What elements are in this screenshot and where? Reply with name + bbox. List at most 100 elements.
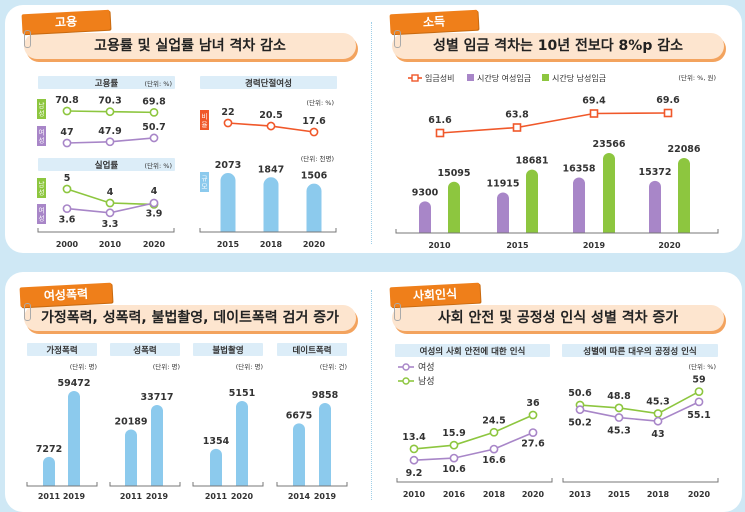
safety-male-value-label: 24.5 [482,415,505,426]
legend-female-wage: 시간당 여성임금 [477,73,531,83]
x-tick-label: 2013 [569,490,591,499]
career-break-ratio-point [266,121,276,131]
safety-female-value-label: 27.6 [521,439,545,450]
wage-ratio-line [439,112,669,134]
safety-male-value-label: 15.9 [442,428,465,439]
violence-chart-header: 데이트폭력 [292,345,331,356]
fairness-female-point [694,397,704,407]
career-break-bar [263,177,279,232]
label-male-box [37,178,46,198]
female-wage-bar [649,180,661,233]
x-axis [109,482,181,487]
employment-male-value-label: 70.3 [98,96,121,107]
x-tick-label: 2019 [146,492,169,501]
male-wage-bar [678,158,690,233]
violence-bar [210,448,222,486]
fairness-male-point [653,409,663,418]
employment-male-point [149,107,159,117]
clip-icon [24,303,31,321]
violence-bar [151,405,163,486]
unemployment-rate-header-bg [38,158,175,171]
x-axis [37,228,175,233]
fairness-female-line [579,401,700,423]
unemployment-female-value-label: 4 [151,186,158,197]
clip-icon [394,303,401,321]
fairness-female-value-label: 50.2 [568,418,591,429]
safety-male-value-label: 36 [526,398,540,409]
label-size-box [200,172,209,192]
unemployment-male-value-label: 4 [107,187,114,198]
unit-label: (단위: 천명) [301,154,334,163]
fairness-female-value-label: 55.1 [687,410,710,421]
safety-female-point [449,453,459,463]
safety-perception-header: 여성의 사회 안전에 대한 인식 [420,346,526,357]
bar-value-label: 15095 [437,168,470,179]
violence-chart-header-bg [277,343,347,356]
unit-label: (단위: 건) [320,362,347,371]
career-break-ratio-point [309,127,319,137]
x-tick-label: 2019 [63,492,86,501]
employment-female-value-label: 47.9 [98,126,121,137]
x-tick-label: 2015 [608,490,631,499]
x-tick-label: 2011 [205,492,228,501]
employment-rate-header: 고용률 [95,78,119,89]
fairness-male-value-label: 45.3 [646,397,669,408]
unit-label: (단위: %, 원) [678,73,716,82]
fairness-male-value-label: 50.6 [568,388,592,399]
x-tick-label: 2015 [217,240,240,249]
legend-male-swatch [542,74,549,81]
career-break-ratio-point [223,118,233,128]
divider [371,290,372,500]
unemployment-male-point [62,184,72,194]
violence-chart-header-bg [27,343,97,356]
x-tick-label: 2011 [38,492,61,501]
employment-rate-header-bg [38,76,175,89]
fairness-female-point [614,413,624,422]
legend-female-swatch [467,74,474,81]
violence-bar [319,403,331,486]
legend-ratio: 임금성비 [425,74,454,83]
violence-chart-header-bg [193,343,263,356]
bar-value-label: 59472 [57,378,90,389]
violence-bar [293,423,305,486]
fairness-male-value-label: 59 [692,375,705,386]
x-tick-label: 2020 [143,240,166,249]
legend-female-marker [402,363,410,371]
unemployment-female-value-label: 3.6 [59,215,76,226]
section-title-employment: 고용률 및 실업률 남녀 격차 감소 [24,33,356,59]
wage-ratio-point [589,109,599,118]
unemployment-female-point [105,208,115,218]
bar-value-label: 1354 [203,436,230,447]
violence-chart-header: 성폭력 [133,345,156,356]
wage-ratio-point [512,123,522,132]
wage-ratio-value-label: 69.6 [656,95,680,106]
employment-female-point [62,138,72,148]
bar-value-label: 18681 [515,156,548,167]
label-male-box [37,99,46,119]
wage-ratio-value-label: 61.6 [428,115,452,126]
unemployment-female-value-label: 3.3 [102,219,119,230]
fairness-male-value-label: 48.8 [607,391,631,402]
x-tick-label: 2016 [443,490,466,499]
fairness-male-line [579,390,700,415]
unit-label: (단위: %) [145,79,172,88]
x-tick-label: 2020 [522,490,545,499]
female-wage-bar [419,201,431,233]
unit-label: (단위: %) [145,161,172,170]
safety-male-point [528,410,538,420]
career-break-ratio-value-label: 20.5 [259,110,282,121]
safety-male-point [449,440,459,450]
safety-female-value-label: 10.6 [442,464,466,475]
unit-label: (단위: %) [689,362,716,371]
bar-value-label: 7272 [36,444,62,455]
bar-value-label: 33717 [140,392,173,403]
wage-ratio-point [435,128,445,138]
x-tick-label: 2018 [483,490,506,499]
legend-ratio-marker [411,74,419,82]
x-tick-label: 2010 [99,240,122,249]
unemployment-female-point [62,204,72,213]
legend-male: 남성 [418,376,435,387]
